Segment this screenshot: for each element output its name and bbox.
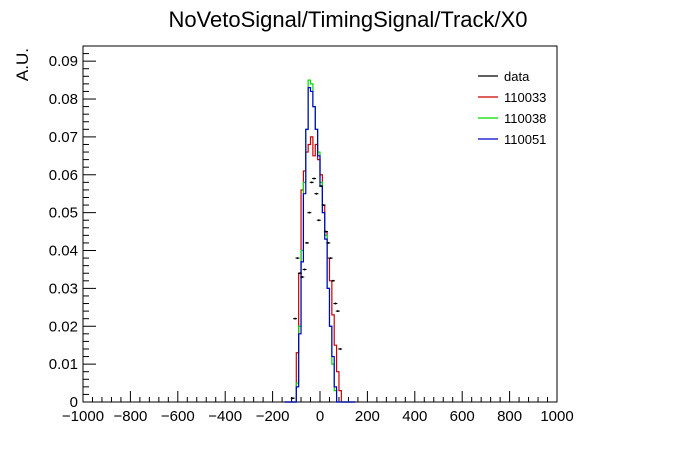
y-tick-label: 0.02 — [49, 318, 78, 335]
data-point — [328, 257, 333, 260]
x-tick-label: 600 — [450, 408, 475, 425]
data-point — [316, 219, 321, 222]
data-point — [304, 241, 309, 244]
data-point — [326, 241, 331, 244]
data-point — [331, 279, 336, 282]
x-tick-label: 0 — [316, 408, 324, 425]
legend-item-data: data — [478, 69, 530, 84]
x-tick-label: 800 — [497, 408, 522, 425]
data-point — [297, 272, 302, 275]
data-point — [302, 268, 307, 271]
y-axis-ticks: 0 0.01 0.02 0.03 0.04 0.05 0.06 0.07 0.08 0.09 — [49, 45, 96, 411]
data-point — [333, 302, 338, 305]
x-tick-label: −200 — [256, 408, 290, 425]
data-point — [293, 317, 298, 320]
legend-label: 110033 — [504, 90, 546, 105]
legend-item-110038: 110038 — [478, 111, 546, 126]
y-tick-label: 0.05 — [49, 205, 78, 222]
data-point — [321, 204, 326, 207]
data-point — [312, 177, 317, 180]
y-tick-label: 0.08 — [49, 91, 78, 108]
y-tick-label: 0.06 — [49, 167, 78, 184]
plot-frame — [82, 45, 558, 403]
x-tick-label: −800 — [114, 408, 148, 425]
data-point — [290, 397, 295, 400]
y-tick-label: 0.03 — [49, 280, 78, 297]
y-tick-label: 0 — [70, 394, 78, 411]
data-point — [314, 192, 319, 195]
y-tick-label: 0.09 — [49, 53, 78, 70]
legend-item-110033: 110033 — [478, 90, 546, 105]
legend-label: 110038 — [504, 111, 546, 126]
data-point — [309, 181, 314, 184]
y-tick-label: 0.01 — [49, 356, 78, 373]
data-point — [338, 347, 343, 350]
x-tick-label: 200 — [355, 408, 380, 425]
y-axis-label: A.U. — [13, 48, 32, 81]
y-tick-label: 0.04 — [49, 243, 78, 260]
series-110038-line — [284, 79, 356, 403]
x-tick-label: 400 — [402, 408, 427, 425]
x-tick-label: −1000 — [62, 408, 104, 425]
y-tick-label: 0.07 — [49, 129, 78, 146]
legend-item-110051: 110051 — [478, 132, 546, 147]
data-point — [300, 276, 305, 279]
data-point — [307, 211, 312, 214]
x-axis-ticks: −1000 −800 −600 −400 −200 0 200 400 600 800 1000 — [62, 391, 574, 425]
x-tick-label: −600 — [161, 408, 195, 425]
legend-label: data — [504, 69, 530, 84]
chart-title: NoVetoSignal/TimingSignal/Track/X0 — [168, 7, 527, 32]
data-point — [323, 230, 328, 233]
data-point — [335, 310, 340, 313]
series-110051-line — [284, 87, 356, 403]
series-layer — [284, 79, 356, 403]
legend-label: 110051 — [504, 132, 546, 147]
x-tick-label: −400 — [208, 408, 242, 425]
data-point — [319, 185, 324, 188]
data-point — [295, 257, 300, 260]
x-tick-label: 1000 — [540, 408, 573, 425]
legend: data 110033 110038 110051 — [478, 69, 546, 147]
